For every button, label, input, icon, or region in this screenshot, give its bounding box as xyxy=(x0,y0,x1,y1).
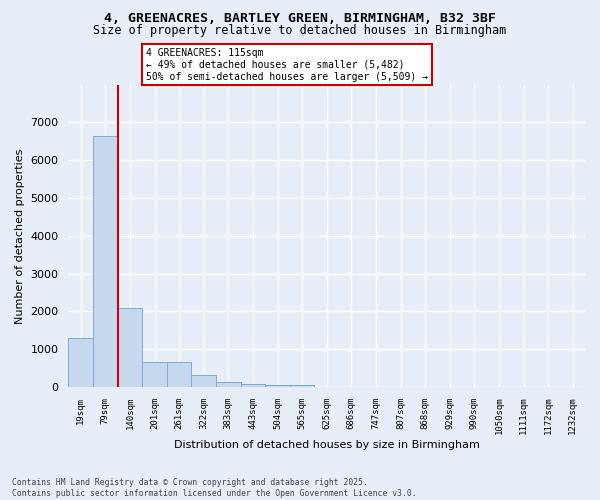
Bar xyxy=(167,362,191,387)
Bar xyxy=(216,382,241,387)
Bar xyxy=(265,385,290,387)
Bar xyxy=(290,385,314,387)
Text: Size of property relative to detached houses in Birmingham: Size of property relative to detached ho… xyxy=(94,24,506,37)
Bar xyxy=(241,384,265,387)
Y-axis label: Number of detached properties: Number of detached properties xyxy=(15,148,25,324)
X-axis label: Distribution of detached houses by size in Birmingham: Distribution of detached houses by size … xyxy=(174,440,479,450)
Bar xyxy=(68,338,93,387)
Text: 4 GREENACRES: 115sqm
← 49% of detached houses are smaller (5,482)
50% of semi-de: 4 GREENACRES: 115sqm ← 49% of detached h… xyxy=(146,48,428,82)
Text: 4, GREENACRES, BARTLEY GREEN, BIRMINGHAM, B32 3BF: 4, GREENACRES, BARTLEY GREEN, BIRMINGHAM… xyxy=(104,12,496,26)
Bar xyxy=(142,362,167,387)
Bar xyxy=(93,136,118,387)
Bar xyxy=(118,308,142,387)
Bar xyxy=(191,376,216,387)
Text: Contains HM Land Registry data © Crown copyright and database right 2025.
Contai: Contains HM Land Registry data © Crown c… xyxy=(12,478,416,498)
